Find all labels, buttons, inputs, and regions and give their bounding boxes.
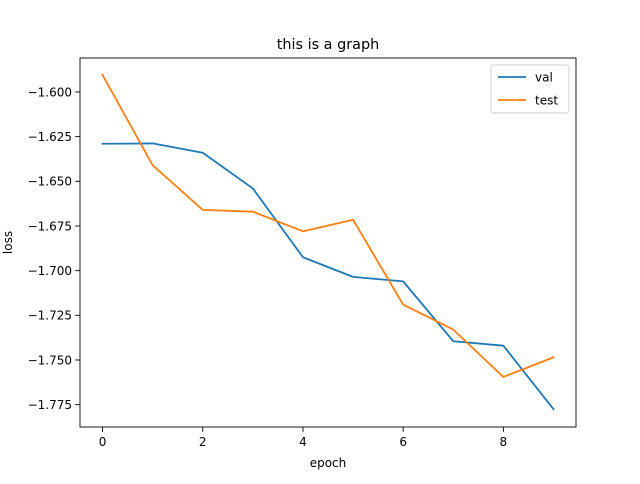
y-tick-label: −1.625: [28, 130, 72, 144]
y-axis-label: loss: [1, 231, 15, 254]
x-tick-label: 6: [399, 435, 407, 449]
y-tick-label: −1.600: [28, 85, 72, 99]
x-tick-label: 2: [199, 435, 207, 449]
x-tick-label: 4: [299, 435, 307, 449]
x-tick-label: 8: [500, 435, 508, 449]
legend-label-val: val: [535, 70, 553, 84]
y-tick-label: −1.675: [28, 219, 72, 233]
x-tick-label: 0: [99, 435, 107, 449]
chart-title: this is a graph: [277, 37, 379, 53]
series-line-test: [101, 73, 555, 378]
y-tick-label: −1.650: [28, 175, 72, 189]
y-tick-label: −1.725: [28, 309, 72, 323]
y-tick-label: −1.700: [28, 264, 72, 278]
y-tick-label: −1.775: [28, 398, 72, 412]
legend: val test: [490, 64, 570, 114]
legend-label-test: test: [535, 93, 558, 107]
y-tick-label: −1.750: [28, 353, 72, 367]
series-line-val: [101, 142, 555, 411]
plot-area: [101, 73, 555, 411]
y-axis: −1.600 −1.625 −1.650 −1.675 −1.700 −1.725 −1.7…: [28, 85, 80, 412]
x-axis-label: epoch: [310, 456, 347, 470]
axes-frame: [79, 57, 577, 428]
x-axis: 0 2 4 6 8: [99, 427, 507, 449]
